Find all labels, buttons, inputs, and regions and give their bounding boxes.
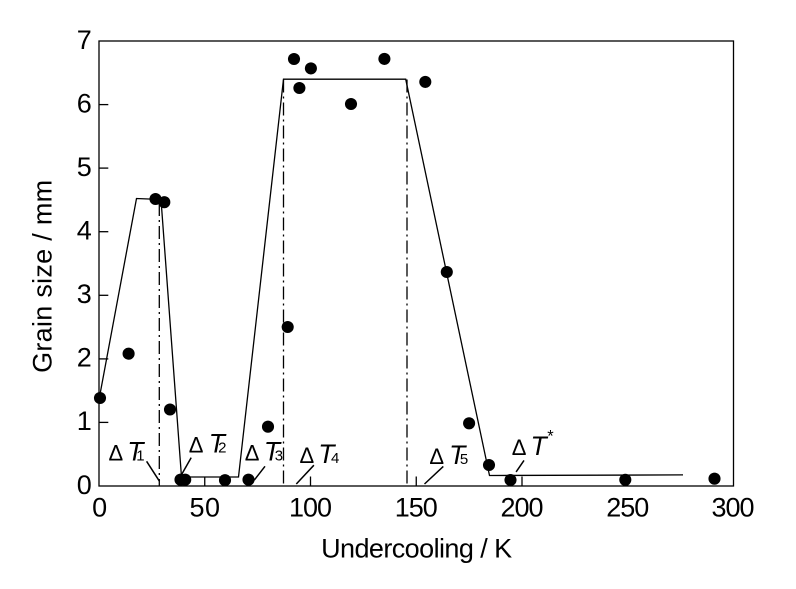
svg-text:T: T bbox=[318, 439, 336, 469]
svg-text:*: * bbox=[547, 428, 554, 446]
svg-text:1: 1 bbox=[77, 406, 92, 436]
svg-text:3: 3 bbox=[77, 279, 92, 309]
svg-text:5: 5 bbox=[77, 152, 92, 182]
svg-text:T: T bbox=[264, 437, 282, 467]
svg-text:4: 4 bbox=[77, 216, 92, 246]
svg-text:100: 100 bbox=[289, 493, 332, 523]
svg-text:Δ: Δ bbox=[245, 441, 260, 466]
svg-text:Undercooling / K: Undercooling / K bbox=[321, 534, 512, 564]
svg-text:250: 250 bbox=[606, 493, 649, 523]
svg-text:Δ: Δ bbox=[512, 435, 527, 460]
svg-text:Δ: Δ bbox=[300, 443, 315, 468]
svg-text:Δ: Δ bbox=[429, 444, 444, 469]
svg-text:7: 7 bbox=[77, 25, 92, 55]
svg-text:T: T bbox=[449, 440, 467, 470]
svg-text:Δ: Δ bbox=[189, 432, 204, 457]
svg-text:T: T bbox=[127, 437, 145, 467]
svg-text:Δ: Δ bbox=[109, 441, 124, 466]
svg-text:5: 5 bbox=[460, 451, 468, 468]
svg-text:150: 150 bbox=[395, 493, 438, 523]
svg-text:T: T bbox=[209, 428, 227, 458]
svg-text:0: 0 bbox=[92, 493, 107, 523]
svg-text:3: 3 bbox=[275, 448, 283, 465]
svg-text:50: 50 bbox=[190, 493, 221, 523]
svg-text:200: 200 bbox=[501, 493, 544, 523]
svg-text:1: 1 bbox=[136, 448, 144, 465]
svg-text:T: T bbox=[531, 431, 549, 461]
svg-text:6: 6 bbox=[77, 88, 92, 118]
svg-text:2: 2 bbox=[218, 439, 226, 456]
svg-text:Grain size / mm: Grain size / mm bbox=[28, 180, 58, 373]
svg-text:300: 300 bbox=[712, 493, 755, 523]
svg-text:0: 0 bbox=[77, 470, 92, 500]
svg-text:4: 4 bbox=[331, 450, 339, 467]
svg-text:2: 2 bbox=[77, 343, 92, 373]
